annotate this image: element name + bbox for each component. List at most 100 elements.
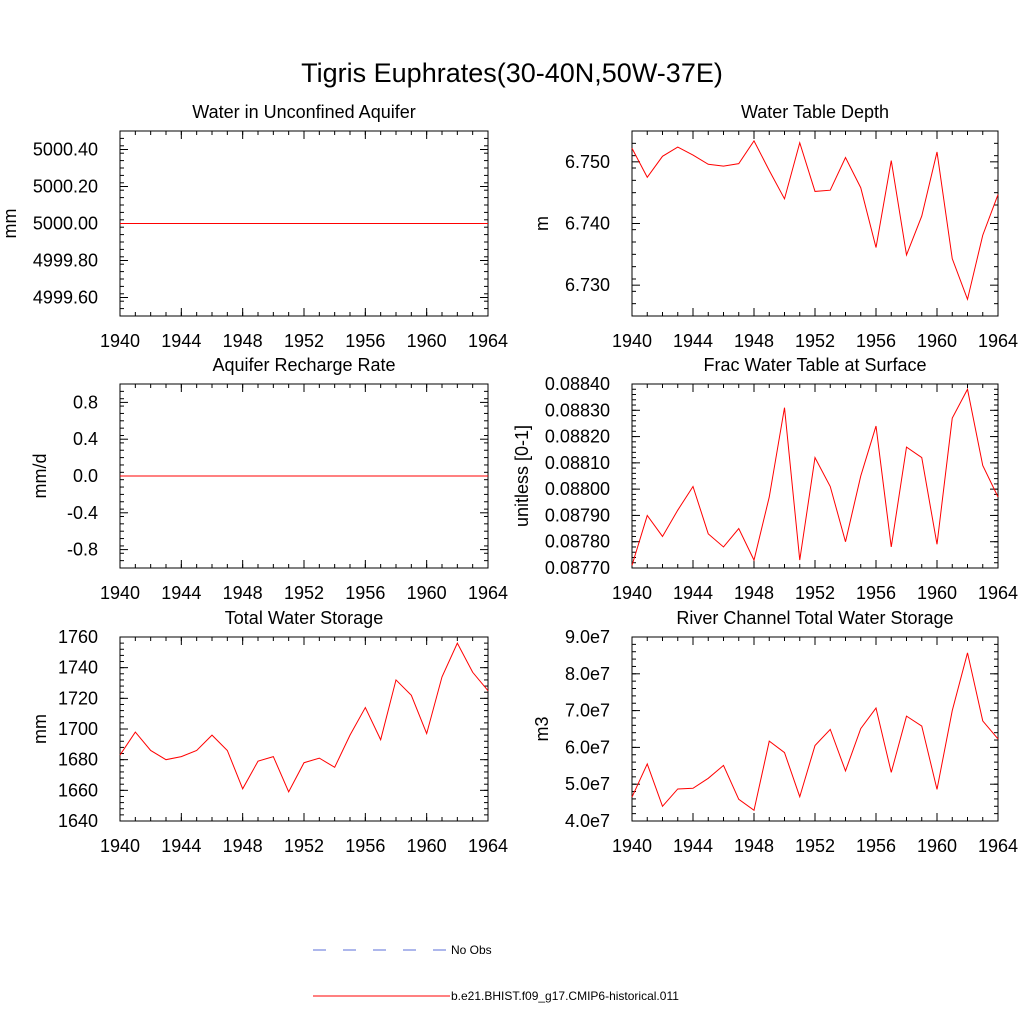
y-tick-label: 6.750 — [565, 152, 610, 172]
y-tick-label: 4999.60 — [33, 288, 98, 308]
x-tick-label: 1944 — [161, 331, 201, 351]
y-tick-label: 4.0e7 — [565, 811, 610, 831]
x-tick-label: 1964 — [978, 331, 1018, 351]
x-tick-label: 1944 — [673, 331, 713, 351]
x-tick-label: 1948 — [734, 836, 774, 856]
y-tick-label: 0.8 — [73, 392, 98, 412]
x-tick-label: 1956 — [856, 583, 896, 603]
x-tick-label: 1940 — [100, 583, 140, 603]
y-tick-label: 7.0e7 — [565, 701, 610, 721]
plot-frame — [631, 130, 999, 317]
x-tick-label: 1960 — [917, 583, 957, 603]
x-tick-label: 1964 — [468, 836, 508, 856]
x-tick-label: 1964 — [468, 331, 508, 351]
x-tick-label: 1952 — [795, 331, 835, 351]
y-tick-label: 0.4 — [73, 429, 98, 449]
panel-water-table-depth: 1940 1944 1948 1952 1956 1960 1964 6.730 6.740 6.… — [532, 102, 1018, 351]
series-line-frac-water-table-at-surface — [631, 387, 999, 566]
y-tick-label: 0.08790 — [545, 505, 610, 525]
legend-item-no-obs: No Obs — [313, 943, 492, 957]
y-tick-label: 9.0e7 — [565, 627, 610, 647]
panel-title: Total Water Storage — [225, 608, 383, 628]
x-tick-label: 1948 — [223, 331, 263, 351]
y-tick-label: 5000.20 — [33, 177, 98, 197]
y-tick-label: 1660 — [58, 780, 98, 800]
y-tick-label: 1740 — [58, 658, 98, 678]
plot-frame — [631, 636, 999, 822]
plot-frame — [119, 636, 489, 822]
y-tick-label: 5.0e7 — [565, 774, 610, 794]
x-tick-label: 1960 — [407, 836, 447, 856]
plot-frame — [631, 383, 999, 569]
panel-title: Water in Unconfined Aquifer — [192, 102, 415, 122]
x-tick-label: 1952 — [284, 331, 324, 351]
panel-title: Aquifer Recharge Rate — [212, 355, 395, 375]
y-axis-label: unitless [0-1] — [512, 425, 532, 527]
panel-water-in-unconfined-aquifer: 1940 1944 1948 1952 1956 1960 1964 4999.60 4999.… — [0, 102, 508, 351]
y-tick-label: 0.08770 — [545, 558, 610, 578]
x-tick-label: 1944 — [673, 583, 713, 603]
legend-label-model-run: b.e21.BHIST.f09_g17.CMIP6-historical.011 — [451, 989, 679, 1003]
x-tick-label: 1956 — [345, 583, 385, 603]
x-tick-label: 1952 — [284, 836, 324, 856]
y-tick-label: -0.8 — [67, 540, 98, 560]
y-tick-label: 0.0 — [73, 466, 98, 486]
y-tick-label: 0.08810 — [545, 453, 610, 473]
y-tick-label: 0.08830 — [545, 400, 610, 420]
x-tick-label: 1956 — [856, 836, 896, 856]
x-tick-label: 1952 — [284, 583, 324, 603]
x-tick-label: 1940 — [612, 836, 652, 856]
x-tick-label: 1948 — [734, 583, 774, 603]
panel-title: Water Table Depth — [741, 102, 889, 122]
x-tick-label: 1956 — [856, 331, 896, 351]
y-axis-label: mm — [30, 714, 50, 744]
y-tick-label: 0.08800 — [545, 479, 610, 499]
x-tick-label: 1952 — [795, 836, 835, 856]
panel-title: Frac Water Table at Surface — [703, 355, 926, 375]
y-axis-label: mm — [0, 209, 20, 239]
panels: 1940 1944 1948 1952 1956 1960 1964 4999.60 4999.… — [0, 102, 1018, 856]
y-tick-label: 5000.00 — [33, 214, 98, 234]
x-tick-label: 1964 — [978, 583, 1018, 603]
x-tick-label: 1940 — [100, 836, 140, 856]
x-tick-label: 1956 — [345, 836, 385, 856]
x-tick-label: 1960 — [407, 583, 447, 603]
x-tick-label: 1948 — [734, 331, 774, 351]
panel-total-water-storage: 1940 1944 1948 1952 1956 1960 1964 1640 1660 1680… — [30, 608, 508, 856]
y-tick-label: 1700 — [58, 719, 98, 739]
y-axis-label: m3 — [532, 716, 552, 741]
y-tick-label: 1640 — [58, 811, 98, 831]
y-tick-label: 8.0e7 — [565, 664, 610, 684]
x-tick-label: 1960 — [407, 331, 447, 351]
panel-frac-water-table-at-surface: 1940 1944 1948 1952 1956 1960 1964 0.08770 0.087… — [512, 355, 1018, 603]
x-tick-label: 1964 — [978, 836, 1018, 856]
legend-label-no-obs: No Obs — [451, 943, 492, 957]
panel-river-channel-total-water-storage: 1940 1944 1948 1952 1956 1960 1964 4.0e7 5.0e7 6.… — [532, 608, 1018, 856]
y-tick-label: 0.08780 — [545, 532, 610, 552]
y-tick-label: 4999.80 — [33, 251, 98, 271]
legend-item-model-run: b.e21.BHIST.f09_g17.CMIP6-historical.011 — [313, 989, 679, 1003]
y-tick-label: 5000.40 — [33, 140, 98, 160]
y-tick-label: 1680 — [58, 750, 98, 770]
panel-title: River Channel Total Water Storage — [676, 608, 953, 628]
x-tick-label: 1960 — [917, 331, 957, 351]
y-tick-label: 6.740 — [565, 214, 610, 234]
x-tick-label: 1944 — [673, 836, 713, 856]
y-tick-label: 1720 — [58, 688, 98, 708]
y-tick-label: 0.08840 — [545, 374, 610, 394]
main-title: Tigris Euphrates(30-40N,50W-37E) — [301, 58, 723, 88]
x-tick-label: 1944 — [161, 583, 201, 603]
y-tick-label: 0.08820 — [545, 427, 610, 447]
x-tick-label: 1940 — [612, 583, 652, 603]
series-line-water-table-depth — [631, 139, 999, 302]
series-line-river-channel-total-water-storage — [631, 652, 999, 812]
x-tick-label: 1948 — [223, 583, 263, 603]
y-tick-label: 1760 — [58, 627, 98, 647]
x-tick-label: 1940 — [612, 331, 652, 351]
y-axis-label: mm/d — [30, 454, 50, 499]
x-tick-label: 1948 — [223, 836, 263, 856]
y-tick-label: 6.0e7 — [565, 737, 610, 757]
series-line-total-water-storage — [119, 641, 489, 794]
x-tick-label: 1940 — [100, 331, 140, 351]
